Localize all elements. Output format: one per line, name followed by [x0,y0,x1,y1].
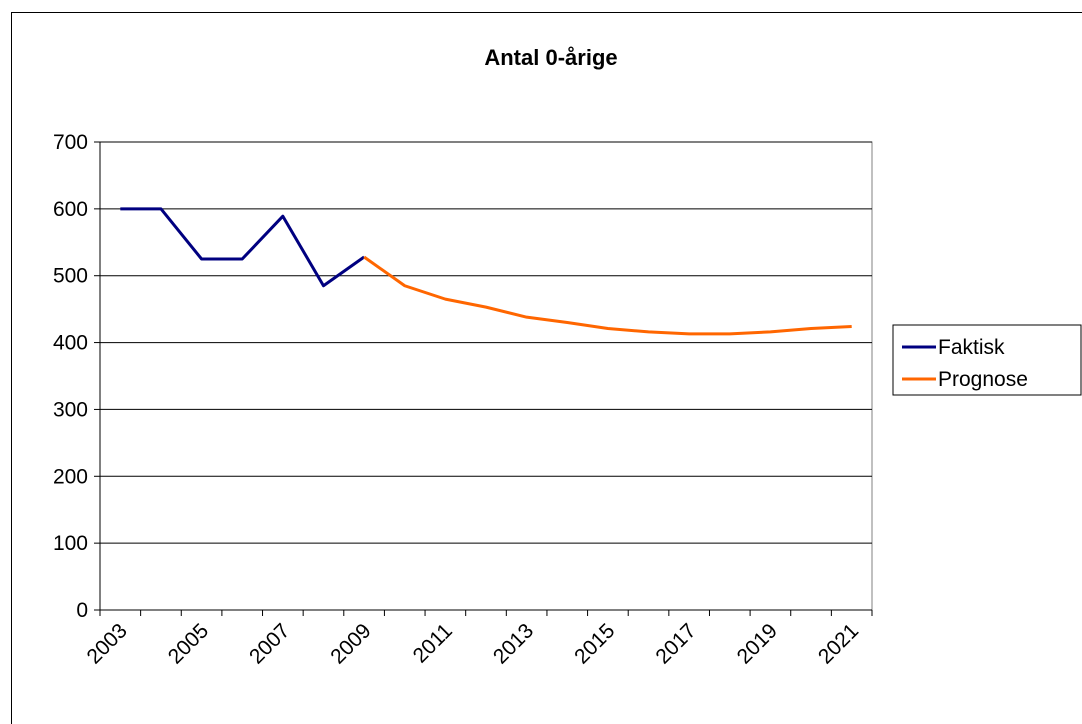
y-tick-label: 300 [53,398,88,421]
y-tick-label: 400 [53,332,88,355]
y-tick-label: 100 [53,532,88,555]
chart-title: Antal 0-årige [484,45,617,70]
legend-label: Faktisk [938,336,1005,359]
y-tick-label: 0 [76,599,88,622]
y-tick-label: 200 [53,465,88,488]
y-tick-label: 500 [53,265,88,288]
series-line [120,207,365,288]
series-line [363,255,852,336]
plot-area [99,141,873,611]
legend-box [892,324,1082,396]
legend-label: Prognose [938,368,1028,391]
y-tick-label: 600 [53,198,88,221]
y-tick-label: 700 [53,131,88,154]
